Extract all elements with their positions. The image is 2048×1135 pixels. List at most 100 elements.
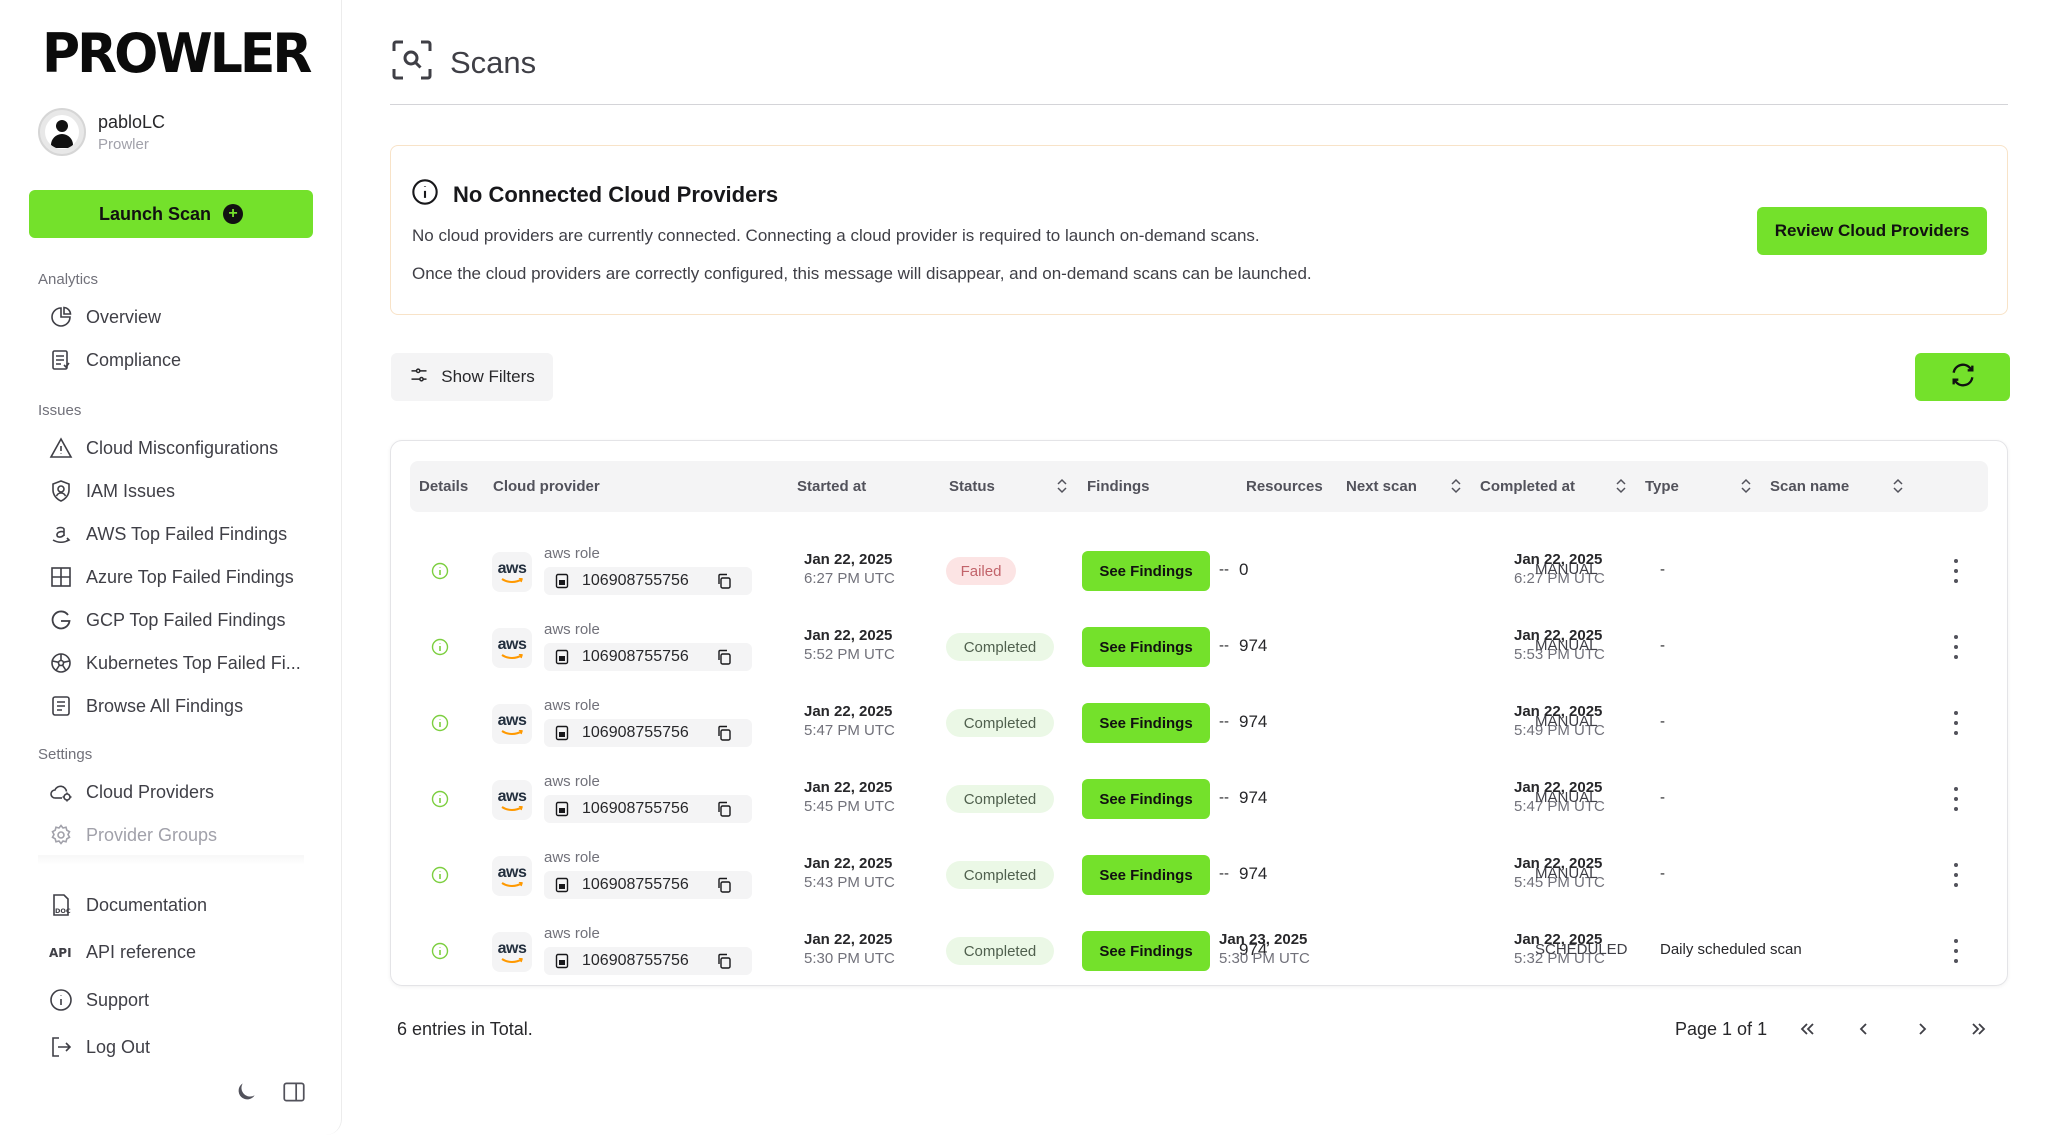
sort-scan-name-icon[interactable] — [1892, 477, 1904, 495]
nav-item-documentation[interactable]: DOC Documentation — [48, 888, 207, 922]
details-info-icon[interactable] — [430, 561, 450, 581]
table-row[interactable]: aws aws role 106908755756 Jan 22, 2025 6… — [410, 533, 1988, 609]
row-actions-menu-icon[interactable] — [1952, 939, 1960, 963]
row-actions-menu-icon[interactable] — [1952, 787, 1960, 811]
copy-icon[interactable] — [716, 649, 732, 665]
details-info-icon[interactable] — [430, 789, 450, 809]
chevron-right-icon — [1919, 1023, 1927, 1035]
aws-smile-icon — [501, 805, 523, 811]
table-row[interactable]: aws aws role 106908755756 Jan 22, 2025 5… — [410, 837, 1988, 913]
status-badge: Completed — [946, 709, 1054, 737]
aws-logo: aws — [492, 932, 532, 972]
chevrons-left-icon — [1800, 1023, 1814, 1035]
see-findings-button[interactable]: See Findings — [1082, 627, 1210, 667]
row-actions-menu-icon[interactable] — [1952, 863, 1960, 887]
details-info-icon[interactable] — [430, 865, 450, 885]
next-page-button[interactable] — [1905, 1012, 1939, 1046]
see-findings-button[interactable]: See Findings — [1082, 703, 1210, 743]
scan-name: - — [1660, 561, 1665, 578]
copy-icon[interactable] — [716, 573, 732, 589]
windows-grid-icon — [48, 564, 74, 590]
column-header-status[interactable]: Status — [949, 478, 995, 495]
review-cloud-providers-button[interactable]: Review Cloud Providers — [1757, 207, 1987, 255]
doc-icon: DOC — [48, 892, 74, 918]
account-document-icon — [555, 877, 569, 893]
nav-item-overview[interactable]: Overview — [48, 300, 161, 334]
nav-item-cloud-providers[interactable]: Cloud Providers — [48, 775, 214, 809]
column-header-next-scan[interactable]: Next scan — [1346, 478, 1417, 495]
copy-icon[interactable] — [716, 877, 732, 893]
row-actions-menu-icon[interactable] — [1952, 635, 1960, 659]
api-icon: API — [48, 939, 74, 965]
column-header-scan-name[interactable]: Scan name — [1770, 478, 1850, 495]
sidebar-toggle-icon[interactable] — [280, 1078, 308, 1106]
nav-item-browse-all-findings[interactable]: Browse All Findings — [48, 689, 243, 723]
details-info-icon[interactable] — [430, 941, 450, 961]
nav-item-gcp-top-failed[interactable]: GCP Top Failed Findings — [48, 603, 285, 637]
chevrons-right-icon — [1972, 1023, 1986, 1035]
show-filters-button[interactable]: Show Filters — [391, 353, 553, 401]
nav-item-aws-top-failed[interactable]: AWS Top Failed Findings — [48, 517, 287, 551]
column-header-completed-at[interactable]: Completed at — [1480, 478, 1576, 495]
resources-count: 974 — [1239, 788, 1268, 807]
svg-text:API: API — [49, 946, 72, 960]
nav-item-provider-groups[interactable]: Provider Groups — [48, 818, 217, 852]
nav-item-azure-top-failed[interactable]: Azure Top Failed Findings — [48, 560, 294, 594]
table-row[interactable]: aws aws role 106908755756 Jan 22, 2025 5… — [410, 609, 1988, 685]
user-org: Prowler — [98, 135, 149, 153]
provider-account-chip: 106908755756 — [544, 947, 752, 975]
nav-item-label: Azure Top Failed Findings — [86, 566, 294, 587]
provider-account-id: 106908755756 — [582, 572, 689, 589]
user-profile[interactable]: pabloLC Prowler — [38, 108, 165, 156]
status-badge: Completed — [946, 633, 1054, 661]
nav-item-kubernetes-top-failed[interactable]: Kubernetes Top Failed Fi... — [48, 646, 301, 680]
no-providers-alert: No Connected Cloud Providers No cloud pr… — [390, 145, 2008, 315]
sort-completed-at-icon[interactable] — [1615, 477, 1627, 495]
started-at-cell: Jan 22, 2025 5:52 PM UTC — [804, 627, 895, 663]
copy-icon[interactable] — [716, 725, 732, 741]
details-info-icon[interactable] — [430, 713, 450, 733]
last-page-button[interactable] — [1962, 1012, 1996, 1046]
launch-scan-button[interactable]: Launch Scan + — [29, 190, 313, 238]
see-findings-button[interactable]: See Findings — [1082, 551, 1210, 591]
kubernetes-wheel-icon — [48, 650, 74, 676]
nav-item-label: AWS Top Failed Findings — [86, 523, 288, 544]
resources-count: 974 — [1239, 864, 1268, 883]
account-document-icon — [555, 801, 569, 817]
alert-title: No Connected Cloud Providers — [453, 182, 779, 207]
row-actions-menu-icon[interactable] — [1952, 711, 1960, 735]
nav-item-support[interactable]: Support — [48, 983, 149, 1017]
moon-icon[interactable] — [232, 1078, 260, 1106]
see-findings-button[interactable]: See Findings — [1082, 931, 1210, 971]
scan-name: Daily scheduled scan — [1660, 941, 1802, 958]
nav-item-log-out[interactable]: Log Out — [48, 1030, 150, 1064]
sort-type-icon[interactable] — [1740, 477, 1752, 495]
see-findings-button[interactable]: See Findings — [1082, 855, 1210, 895]
nav-item-cloud-misconfigurations[interactable]: Cloud Misconfigurations — [48, 431, 278, 465]
column-header-type[interactable]: Type — [1645, 478, 1679, 495]
table-row[interactable]: aws aws role 106908755756 Jan 22, 2025 5… — [410, 913, 1988, 989]
provider-alias: aws role — [544, 697, 600, 714]
started-time: 5:30 PM UTC — [804, 950, 895, 967]
details-info-icon[interactable] — [430, 637, 450, 657]
table-row[interactable]: aws aws role 106908755756 Jan 22, 2025 5… — [410, 685, 1988, 761]
table-row[interactable]: aws aws role 106908755756 Jan 22, 2025 5… — [410, 761, 1988, 837]
provider-alias: aws role — [544, 773, 600, 790]
first-page-button[interactable] — [1790, 1012, 1824, 1046]
nav-item-iam-issues[interactable]: IAM Issues — [48, 474, 175, 508]
started-time: 5:52 PM UTC — [804, 646, 895, 663]
copy-icon[interactable] — [716, 953, 732, 969]
row-actions-menu-icon[interactable] — [1952, 559, 1960, 583]
copy-icon[interactable] — [716, 801, 732, 817]
started-time: 5:45 PM UTC — [804, 798, 895, 815]
document-list-icon — [48, 693, 74, 719]
refresh-button[interactable] — [1915, 353, 2010, 401]
see-findings-button[interactable]: See Findings — [1082, 779, 1210, 819]
previous-page-button[interactable] — [1847, 1012, 1881, 1046]
amazon-icon — [48, 521, 74, 547]
nav-item-compliance[interactable]: Compliance — [48, 343, 181, 377]
nav-item-api-reference[interactable]: API API reference — [48, 935, 196, 969]
sort-status-icon[interactable] — [1056, 477, 1068, 495]
sort-next-scan-icon[interactable] — [1450, 477, 1462, 495]
prowler-logo[interactable]: PROWLER — [42, 22, 312, 86]
